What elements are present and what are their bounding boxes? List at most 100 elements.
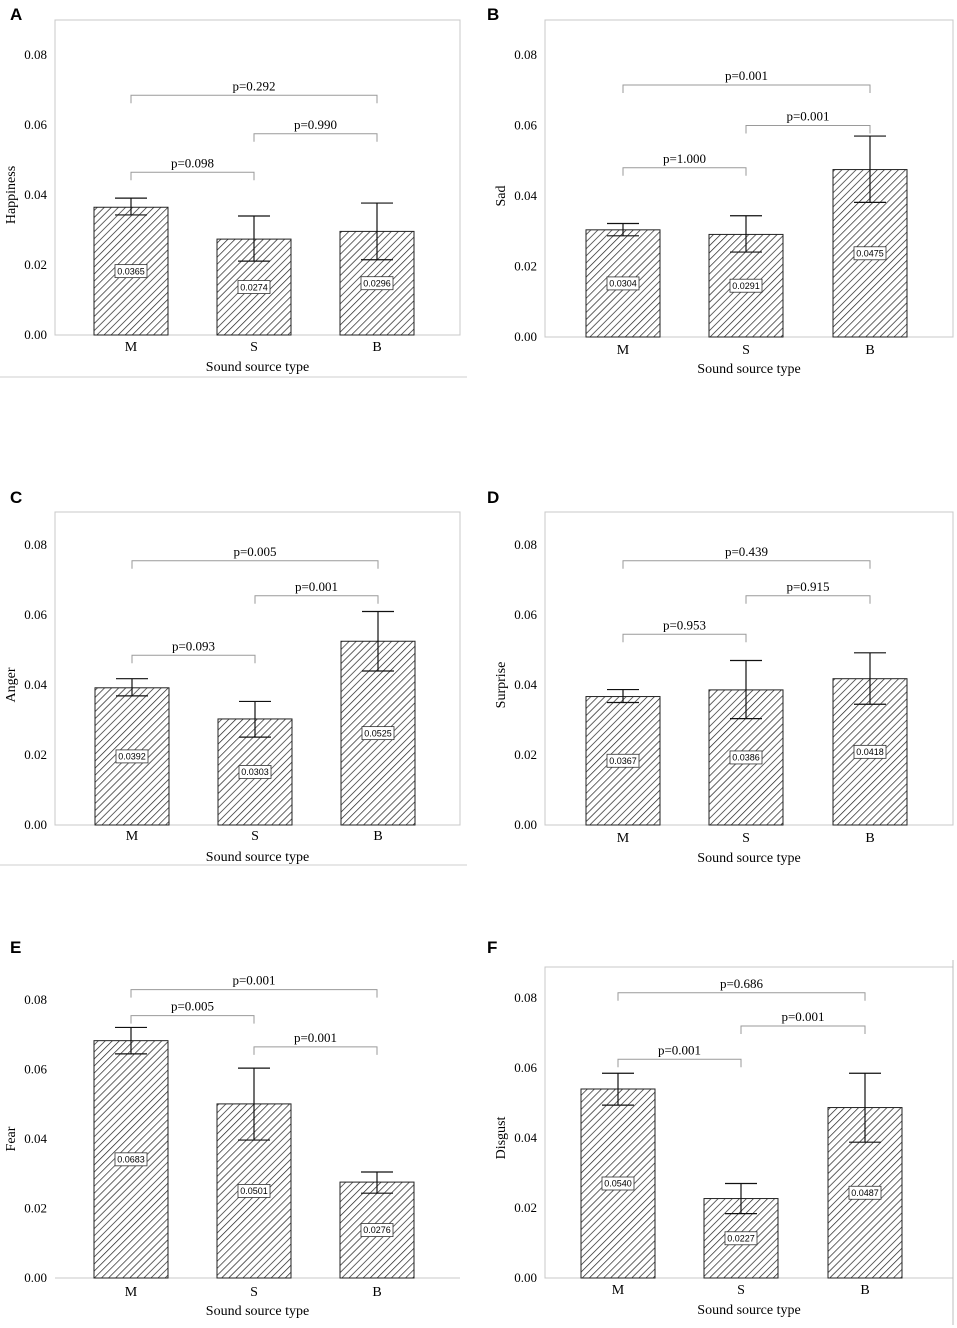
y-tick-label: 0.00	[514, 329, 537, 344]
x-category-label: S	[251, 829, 259, 844]
p-value-label: p=0.001	[232, 973, 275, 988]
y-tick-label: 0.04	[24, 187, 47, 202]
y-tick-label: 0.04	[514, 1130, 537, 1145]
panel-letter: A	[10, 5, 22, 24]
y-tick-label: 0.04	[24, 1131, 47, 1146]
data-label-box	[237, 280, 271, 294]
significance-bracket	[253, 1046, 378, 1055]
x-axis-title: Sound source type	[697, 851, 800, 866]
y-tick-label: 0.08	[514, 537, 537, 552]
data-label-box	[360, 276, 394, 291]
p-value-label: p=0.001	[781, 1009, 824, 1024]
chart-panel-c: C 0.00 0.02 0.04 0.06 0.08 Anger 0.0392 M 0.0303 S…	[0, 488, 467, 866]
panel-letter: B	[487, 5, 499, 24]
data-label: 0.0475	[856, 248, 884, 258]
p-value-label: p=0.439	[725, 544, 768, 559]
y-tick-label: 0.06	[24, 1062, 47, 1077]
y-tick-label: 0.08	[24, 992, 47, 1007]
significance-bracket	[622, 633, 747, 643]
data-label-box	[114, 264, 148, 279]
x-category-label: S	[737, 1283, 745, 1298]
y-tick-label: 0.00	[24, 327, 47, 342]
data-label: 0.0501	[240, 1186, 268, 1196]
significance-bracket	[617, 1058, 742, 1068]
y-axis-title: Surprise	[494, 662, 509, 709]
data-label: 0.0365	[117, 266, 145, 276]
p-value-label: p=0.953	[663, 617, 706, 632]
significance-bracket	[617, 992, 866, 1001]
data-label: 0.0487	[851, 1188, 879, 1198]
y-tick-label: 0.06	[514, 1060, 537, 1075]
data-label: 0.0303	[241, 767, 269, 777]
x-category-label: M	[617, 831, 630, 846]
y-tick-label: 0.08	[514, 47, 537, 62]
x-category-label: S	[742, 831, 750, 846]
p-value-label: p=1.000	[663, 151, 706, 166]
y-tick-label: 0.04	[24, 677, 47, 692]
data-label: 0.0525	[364, 728, 392, 738]
y-tick-label: 0.02	[24, 1201, 47, 1216]
y-axis-title: Fear	[4, 1126, 19, 1151]
data-label: 0.0418	[856, 747, 884, 757]
y-tick-label: 0.08	[514, 990, 537, 1005]
y-tick-label: 0.06	[514, 607, 537, 622]
y-axis-title: Sad	[494, 186, 509, 207]
p-value-label: p=0.005	[171, 999, 214, 1014]
y-tick-label: 0.00	[24, 817, 47, 832]
y-tick-label: 0.04	[514, 677, 537, 692]
y-tick-label: 0.06	[24, 607, 47, 622]
significance-bracket	[131, 654, 256, 664]
x-category-label: B	[373, 829, 382, 844]
y-tick-label: 0.00	[24, 1270, 47, 1285]
x-category-label: M	[125, 1285, 138, 1300]
panel-letter: C	[10, 488, 22, 507]
data-label-box	[238, 765, 272, 779]
p-value-label: p=0.098	[171, 155, 214, 170]
data-label-box	[606, 753, 640, 768]
x-category-label: B	[860, 1283, 869, 1298]
data-label: 0.0367	[609, 756, 637, 766]
y-tick-label: 0.02	[514, 747, 537, 762]
significance-bracket	[622, 84, 871, 93]
p-value-label: p=0.001	[725, 68, 768, 83]
significance-bracket	[130, 989, 378, 998]
x-axis-title: Sound source type	[697, 1303, 800, 1318]
chart-panel-f: F 0.00 0.02 0.04 0.06 0.08 Disgust 0.0540 M 0.022…	[487, 938, 954, 1325]
data-label-box	[606, 276, 640, 291]
significance-bracket	[622, 560, 871, 569]
x-category-label: S	[742, 343, 750, 358]
y-tick-label: 0.00	[514, 817, 537, 832]
y-tick-label: 0.06	[514, 118, 537, 133]
x-category-label: M	[617, 343, 630, 358]
data-label-box	[360, 1223, 394, 1237]
significance-bracket	[130, 1015, 255, 1024]
y-tick-label: 0.02	[514, 259, 537, 274]
x-axis-title: Sound source type	[206, 360, 309, 375]
data-label-box	[114, 1152, 148, 1167]
x-axis-title: Sound source type	[206, 850, 309, 865]
data-label-box	[115, 749, 149, 764]
data-label: 0.0683	[117, 1155, 145, 1165]
data-label-box	[853, 246, 887, 261]
x-category-label: B	[865, 343, 874, 358]
data-label: 0.0392	[118, 752, 146, 762]
x-category-label: S	[250, 340, 258, 355]
x-category-label: M	[612, 1283, 625, 1298]
y-axis-title: Anger	[4, 667, 19, 702]
significance-bracket	[130, 94, 378, 104]
significance-bracket	[745, 125, 871, 134]
x-axis-title: Sound source type	[206, 1304, 309, 1319]
p-value-label: p=0.093	[172, 638, 215, 653]
data-label: 0.0291	[732, 281, 760, 291]
panel-letter: D	[487, 488, 499, 507]
significance-bracket	[745, 595, 871, 604]
x-category-label: B	[372, 1285, 381, 1300]
x-category-label: B	[372, 340, 381, 355]
y-axis-title: Disgust	[494, 1117, 509, 1160]
y-axis-title: Happiness	[4, 166, 19, 224]
data-label-box	[237, 1184, 271, 1198]
y-tick-label: 0.08	[24, 47, 47, 62]
panel-letter: F	[487, 938, 497, 957]
chart-panel-b: B 0.00 0.02 0.04 0.06 0.08 Sad 0.0304 M 0.0291 S 0.…	[487, 5, 954, 377]
data-label: 0.0540	[604, 1179, 632, 1189]
